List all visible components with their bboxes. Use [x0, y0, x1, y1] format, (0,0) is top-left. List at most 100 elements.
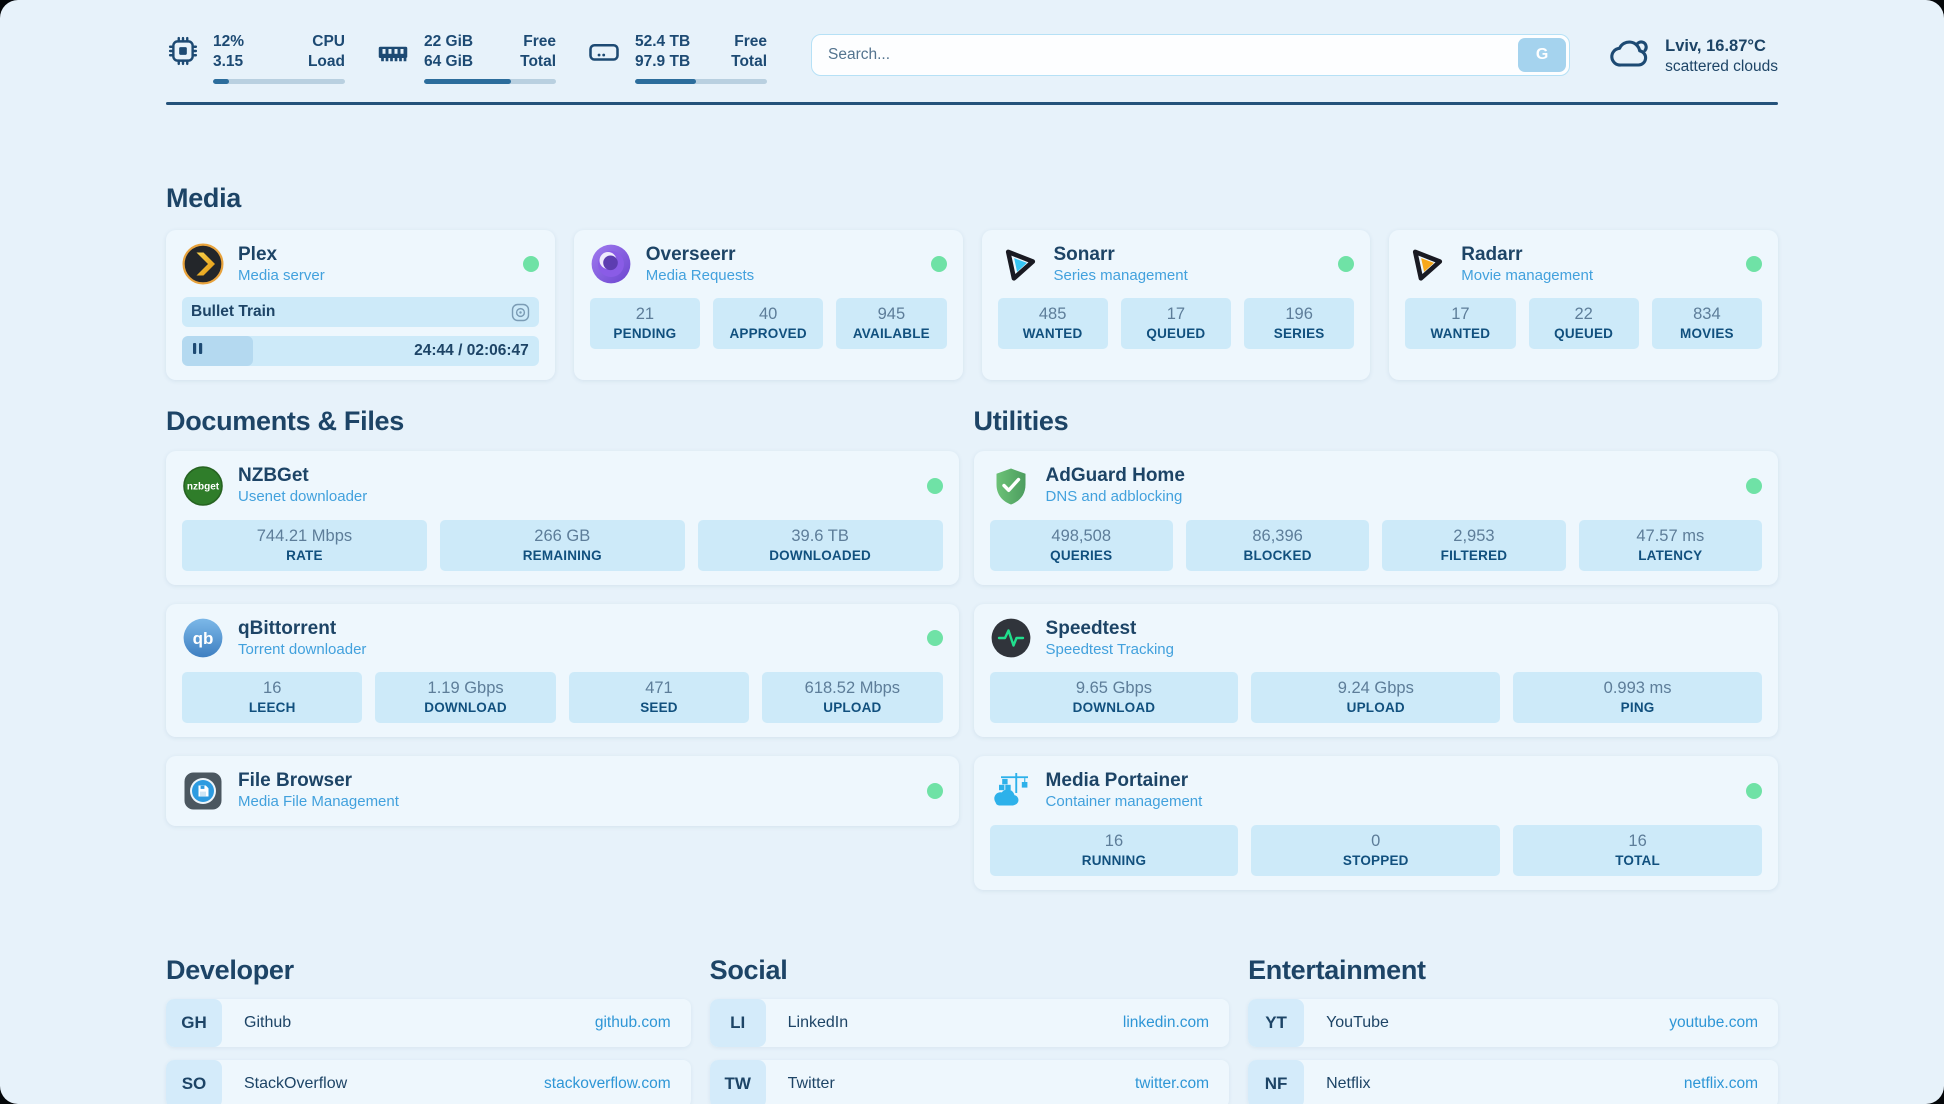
stat-label: QUEUED	[1554, 326, 1614, 342]
bookmark-url[interactable]: netflix.com	[1683, 1074, 1758, 1092]
bookmark-url[interactable]: stackoverflow.com	[544, 1074, 671, 1092]
stat-label: PENDING	[613, 326, 677, 342]
stat-value: 834	[1693, 305, 1721, 324]
bookmark-url[interactable]: twitter.com	[1135, 1074, 1210, 1092]
card-overseerr[interactable]: Overseerr Media Requests 21 PENDING 40 A…	[573, 229, 963, 381]
stat-tile: 16 RUNNING	[989, 824, 1239, 876]
stat-tile: 0.993 ms PING	[1513, 672, 1762, 724]
stat-value: 47.57 ms	[1636, 526, 1705, 545]
bookmark-url[interactable]: linkedin.com	[1122, 1013, 1210, 1031]
ram-progress-bar	[424, 79, 556, 85]
section-heading-media: Media	[166, 182, 242, 213]
card-portainer[interactable]: Media Portainer Container management 16 …	[973, 756, 1778, 890]
stat-value: 17	[1451, 305, 1470, 324]
bookmark-linkedin[interactable]: LI LinkedIn linkedin.com	[709, 998, 1230, 1047]
stat-value: 22	[1574, 305, 1593, 324]
bookmarks-section: Developer GH Github github.com SO StackO…	[166, 890, 1778, 1104]
bookmark-twitter[interactable]: TW Twitter twitter.com	[709, 1059, 1230, 1104]
stat-tiles: 17 WANTED 22 QUEUED 834 MOVIES	[1405, 298, 1762, 350]
status-online-dot	[522, 256, 539, 273]
bookmark-name: Github	[244, 1013, 292, 1031]
stat-label: RUNNING	[1081, 852, 1147, 868]
bookmark-url[interactable]: github.com	[594, 1013, 671, 1031]
bookmark-name: Netflix	[1326, 1074, 1371, 1092]
search-input[interactable]	[811, 34, 1571, 76]
stat-label: TOTAL	[1615, 852, 1660, 868]
bookmark-stackoverflow[interactable]: SO StackOverflow stackoverflow.com	[166, 1059, 691, 1104]
stat-value: 0.993 ms	[1603, 679, 1672, 698]
stat-tile: 16 TOTAL	[1513, 824, 1762, 876]
ram-label-1: Free	[523, 33, 556, 50]
stat-tile: 47.57 ms LATENCY	[1578, 519, 1762, 571]
now-playing-row: Bullet Train	[182, 297, 539, 328]
status-online-dot	[926, 477, 943, 494]
weather-condition: scattered clouds	[1665, 58, 1778, 76]
bookmark-name: Twitter	[787, 1074, 835, 1092]
stat-label: UPLOAD	[1346, 700, 1405, 716]
stat-value: 1.19 Gbps	[427, 679, 504, 698]
stat-value: 945	[877, 305, 906, 324]
bookmark-github[interactable]: GH Github github.com	[166, 998, 691, 1047]
bookmark-youtube[interactable]: YT YouTube youtube.com	[1248, 998, 1778, 1047]
stat-tiles: 498,508 QUERIES 86,396 BLOCKED 2,953 FIL…	[989, 519, 1762, 571]
cpu-chip-icon	[166, 34, 200, 84]
card-nzbget[interactable]: nzbget NZBGet Usenet downloader 744.21 M…	[166, 451, 959, 585]
app-subtitle: Speedtest Tracking	[1045, 640, 1174, 658]
card-plex[interactable]: Plex Media server Bullet Train	[166, 229, 555, 381]
stat-value: 0	[1371, 831, 1381, 850]
app-title: NZBGet	[238, 465, 309, 487]
stat-tile: 22 QUEUED	[1528, 298, 1639, 350]
stat-tile: 39.6 TB DOWNLOADED	[697, 519, 943, 571]
google-search-button[interactable]: G	[1518, 38, 1567, 72]
status-online-dot	[1746, 782, 1762, 799]
app-title: Plex	[238, 243, 278, 265]
card-speedtest[interactable]: Speedtest Speedtest Tracking 9.65 Gbps D…	[973, 603, 1778, 738]
plex-icon	[182, 243, 224, 285]
app-title: Media Portainer	[1045, 770, 1189, 792]
bookmark-name: YouTube	[1326, 1013, 1389, 1031]
card-filebrowser[interactable]: File Browser Media File Management	[166, 756, 959, 826]
card-header: Plex Media server	[182, 243, 539, 286]
stat-tile: 1.19 Gbps DOWNLOAD	[375, 672, 556, 724]
disk-stat: 52.4 TB 97.9 TB Free Total	[586, 32, 767, 85]
disk-label-2: Total	[731, 53, 767, 71]
stat-tile: 744.21 Mbps RATE	[182, 519, 427, 571]
stat-tile: 945 AVAILABLE	[836, 298, 947, 350]
card-header: nzbget NZBGet Usenet downloader	[182, 464, 943, 507]
card-sonarr[interactable]: Sonarr Series management 485 WANTED 17 Q…	[981, 229, 1371, 381]
stat-value: 744.21 Mbps	[256, 526, 353, 545]
stat-label: DOWNLOAD	[424, 700, 507, 716]
stat-tile: 17 QUEUED	[1120, 298, 1231, 350]
stat-label: RATE	[286, 547, 323, 563]
cpu-load-value: 3.15	[213, 53, 244, 71]
stat-label: PING	[1620, 700, 1655, 716]
stat-tile: 9.65 Gbps DOWNLOAD	[989, 672, 1239, 724]
status-online-dot	[1746, 477, 1762, 494]
stat-value: 2,953	[1453, 526, 1495, 545]
card-qbittorrent[interactable]: qb qBittorrent Torrent downloader 16 LEE…	[166, 603, 959, 738]
disk-label-1: Free	[734, 33, 767, 50]
card-adguard[interactable]: AdGuard Home DNS and adblocking 498,508 …	[973, 451, 1778, 585]
bookmark-url[interactable]: youtube.com	[1669, 1013, 1758, 1031]
stat-tiles: 21 PENDING 40 APPROVED 945 AVAILABLE	[589, 298, 947, 350]
stat-value: 9.65 Gbps	[1075, 679, 1153, 698]
app-title: qBittorrent	[238, 617, 337, 639]
ram-total-value: 64 GiB	[424, 53, 474, 71]
stat-tile: 834 MOVIES	[1651, 298, 1762, 350]
bookmark-name: StackOverflow	[244, 1074, 348, 1092]
stat-label: LATENCY	[1638, 547, 1703, 563]
adguard-icon	[990, 465, 1032, 507]
stat-value: 485	[1038, 305, 1067, 324]
stat-label: SEED	[640, 700, 678, 716]
stat-tile: 16 LEECH	[182, 672, 363, 724]
card-radarr[interactable]: Radarr Movie management 17 WANTED 22 QUE…	[1389, 229, 1778, 381]
bookmark-netflix[interactable]: NF Netflix netflix.com	[1248, 1059, 1778, 1104]
bookmark-abbr-badge: GH	[166, 998, 222, 1047]
bookmark-abbr-badge: LI	[709, 998, 766, 1047]
disk-free-value: 52.4 TB	[635, 33, 691, 50]
app-subtitle: Torrent downloader	[238, 640, 367, 658]
stat-tile: 196 SERIES	[1244, 298, 1355, 350]
status-online-dot	[1338, 256, 1355, 273]
bookmark-abbr-badge: YT	[1248, 998, 1305, 1047]
svg-text:qb: qb	[193, 629, 214, 648]
